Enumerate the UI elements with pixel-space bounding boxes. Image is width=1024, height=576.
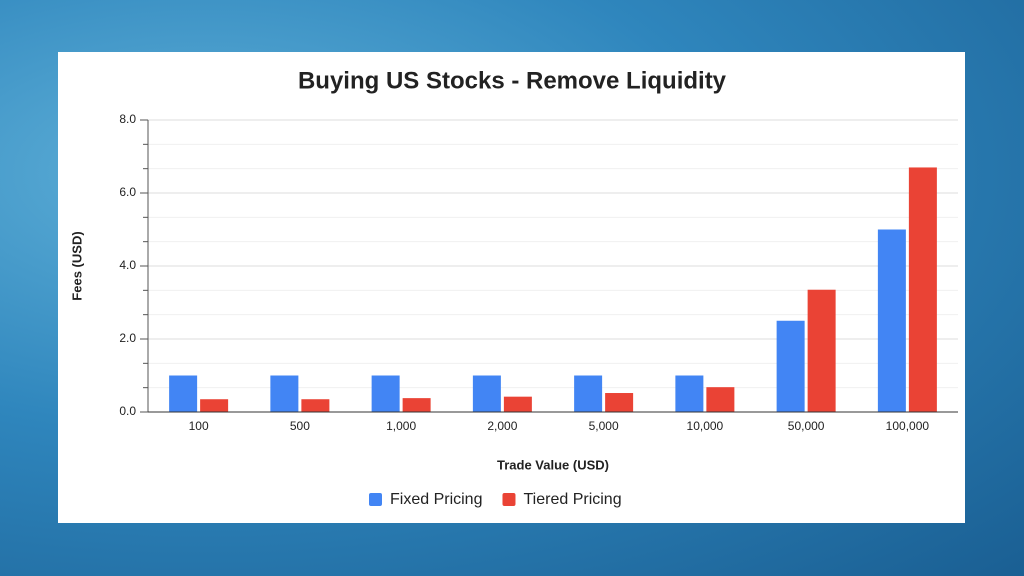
legend-swatch	[369, 493, 382, 506]
bar	[301, 399, 330, 412]
bar	[675, 375, 704, 412]
bar	[776, 320, 805, 412]
x-tick-label: 1,000	[386, 419, 416, 433]
x-tick-label: 2,000	[487, 419, 517, 433]
legend-label: Tiered Pricing	[523, 491, 621, 508]
bar	[503, 396, 532, 412]
x-tick-label: 5,000	[589, 419, 619, 433]
y-axis-label: Fees (USD)	[69, 231, 84, 300]
x-tick-label: 500	[290, 419, 310, 433]
y-tick-label: 4.0	[119, 258, 136, 272]
chart-title: Buying US Stocks - Remove Liquidity	[298, 67, 727, 94]
bar	[472, 375, 501, 412]
x-tick-label: 10,000	[687, 419, 724, 433]
bar	[574, 375, 603, 412]
bar	[706, 387, 735, 412]
x-axis-label: Trade Value (USD)	[497, 457, 609, 472]
x-tick-label: 100,000	[886, 419, 930, 433]
x-tick-label: 100	[189, 419, 209, 433]
bar	[402, 398, 431, 412]
bar	[605, 393, 634, 412]
legend-label: Fixed Pricing	[390, 491, 482, 508]
bar	[877, 229, 906, 412]
bar	[200, 399, 229, 412]
y-tick-label: 2.0	[119, 331, 136, 345]
bar	[169, 375, 198, 412]
bar	[371, 375, 400, 412]
y-tick-label: 8.0	[119, 112, 136, 126]
y-tick-label: 6.0	[119, 185, 136, 199]
bar	[908, 167, 937, 412]
x-tick-label: 50,000	[788, 419, 825, 433]
y-tick-label: 0.0	[119, 404, 136, 418]
bar	[270, 375, 299, 412]
legend-swatch	[502, 493, 516, 506]
bar	[807, 289, 836, 412]
chart-panel	[58, 52, 965, 523]
